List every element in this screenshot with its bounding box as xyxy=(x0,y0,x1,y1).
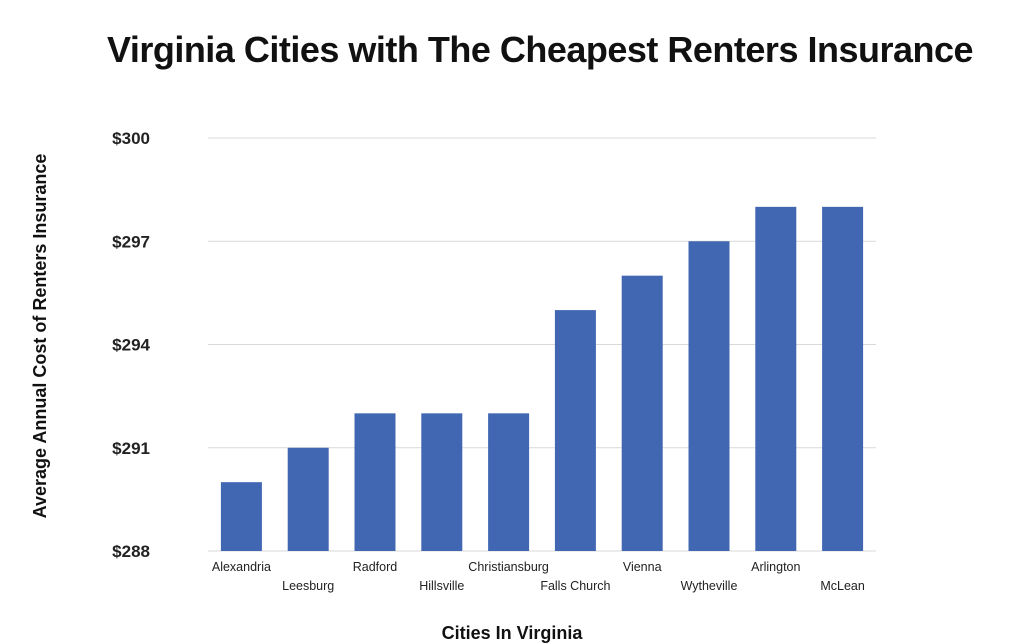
bars xyxy=(220,206,864,552)
x-tick-label: Christiansburg xyxy=(468,560,549,574)
x-tick-label: Wytheville xyxy=(681,579,738,593)
x-tick-label: Leesburg xyxy=(282,579,334,593)
chart-title: Virginia Cities with The Cheapest Renter… xyxy=(107,29,973,70)
bar-arlington xyxy=(755,206,797,552)
y-tick-label: $291 xyxy=(112,439,150,458)
bar-leesburg xyxy=(287,447,329,551)
y-axis-label: Average Annual Cost of Renters Insurance xyxy=(30,154,50,519)
x-tick-label: McLean xyxy=(820,579,865,593)
bar-falls-church xyxy=(554,310,596,551)
y-tick-label: $294 xyxy=(112,336,150,355)
bar-mclean xyxy=(822,206,864,552)
x-tick-label: Hillsville xyxy=(419,579,464,593)
bar-alexandria xyxy=(220,482,262,551)
x-tick-label: Vienna xyxy=(623,560,662,574)
y-tick-label: $300 xyxy=(112,129,150,148)
bar-vienna xyxy=(621,275,663,551)
bar-hillsville xyxy=(421,413,463,551)
x-tick-label: Radford xyxy=(353,560,398,574)
x-axis-label: Cities In Virginia xyxy=(442,623,584,643)
y-axis-ticks: $288 $291 $294 $297 $300 xyxy=(112,129,150,561)
x-axis-ticks: Alexandria Leesburg Radford Hillsville Chris… xyxy=(212,560,865,593)
x-tick-label: Arlington xyxy=(751,560,800,574)
bar-radford xyxy=(354,413,396,551)
y-tick-label: $297 xyxy=(112,232,150,251)
x-tick-label: Alexandria xyxy=(212,560,271,574)
x-tick-label: Falls Church xyxy=(540,579,610,593)
y-tick-label: $288 xyxy=(112,542,150,561)
bar-christiansburg xyxy=(488,413,530,551)
bar-wytheville xyxy=(688,241,730,551)
